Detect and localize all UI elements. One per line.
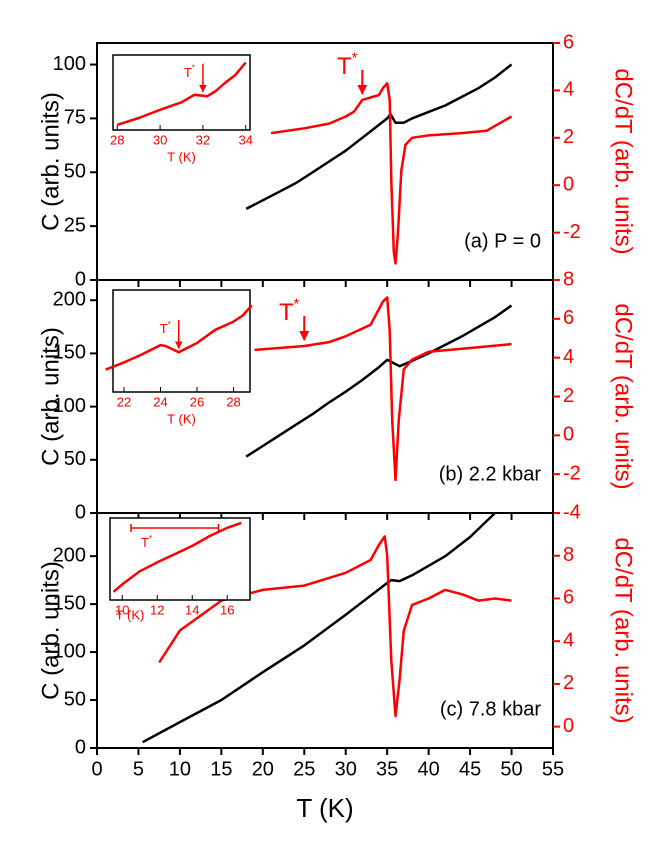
annotation-sup: *	[294, 296, 300, 312]
data-line	[245, 63, 513, 211]
y2-tick-label: 6	[563, 587, 574, 609]
y-tick-label: 0	[75, 736, 86, 758]
x-axis-label: T (K)	[296, 793, 353, 823]
y-tick-label: 150	[53, 592, 86, 614]
y-tick-label: 200	[53, 544, 86, 566]
x-tick-label: 5	[133, 758, 144, 780]
y-axis-label: C (arb. units)	[37, 327, 64, 466]
panel-label: (b) 2.2 kbar	[439, 463, 542, 485]
inset-x-tick-label: 16	[220, 602, 234, 617]
annotation-sup: *	[192, 64, 195, 73]
y2-tick-label: 2	[563, 385, 574, 407]
inset-x-tick-label: 30	[153, 132, 167, 147]
inset-x-tick-label: 34	[238, 132, 252, 147]
annotation-label: T*	[160, 320, 171, 337]
y-tick-label: 75	[64, 107, 86, 129]
data-line	[116, 61, 247, 126]
inset-x-label: T (K)	[167, 411, 196, 426]
x-tick-label: 55	[542, 758, 564, 780]
y-tick-label: 50	[64, 448, 86, 470]
panel-label: (c) 7.8 kbar	[440, 698, 541, 720]
x-tick-label: 0	[91, 758, 102, 780]
y2-tick-label: 4	[563, 629, 574, 651]
x-tick-label: 15	[210, 758, 232, 780]
data-line	[112, 521, 242, 593]
inset-x-tick-label: 10	[115, 602, 129, 617]
annotation-label: T*	[184, 64, 195, 81]
y2-tick-label: 0	[563, 715, 574, 737]
annotation-label: T*	[141, 534, 152, 551]
y2-tick-label: 8	[563, 268, 574, 290]
annotation-label: T*	[279, 296, 300, 326]
inset-x-tick-label: 26	[190, 394, 204, 409]
annotation-text: T	[337, 53, 352, 80]
y2-tick-label: -2	[563, 462, 581, 484]
data-line	[254, 296, 512, 482]
x-tick-label: 50	[500, 758, 522, 780]
x-tick-label: 40	[418, 758, 440, 780]
annotation-sup: *	[168, 320, 171, 329]
x-tick-label: 35	[376, 758, 398, 780]
inset-x-tick-label: 14	[185, 602, 199, 617]
inset-frame	[112, 289, 251, 393]
inset-x-label: T (K)	[116, 607, 145, 622]
plot-frame	[96, 512, 554, 749]
y2-tick-label: 4	[563, 79, 574, 101]
inset-x-label: T (K)	[167, 149, 196, 164]
inset-x-tick-label: 28	[226, 394, 240, 409]
annotation-text: T	[160, 322, 168, 337]
y-tick-label: 25	[64, 214, 86, 236]
annotation-label: T*	[337, 50, 358, 80]
panel-label: (a) P = 0	[464, 230, 541, 252]
y2-tick-label: 0	[563, 173, 574, 195]
inset-x-tick-label: 28	[110, 132, 124, 147]
data-line	[158, 535, 512, 718]
inset-frame	[109, 517, 251, 601]
inset-frame	[112, 54, 251, 131]
y2-axis-label: dC/dT (arb. units)	[610, 537, 637, 723]
y-tick-label: 200	[53, 288, 86, 310]
data-line	[105, 304, 253, 371]
y2-axis-label: dC/dT (arb. units)	[610, 68, 637, 254]
x-tick-label: 20	[252, 758, 274, 780]
annotation-sup: *	[352, 50, 358, 66]
y-tick-label: 50	[64, 688, 86, 710]
x-tick-label: 10	[169, 758, 191, 780]
y-tick-label: 100	[53, 395, 86, 417]
y-tick-label: 100	[53, 53, 86, 75]
inset-x-tick-label: 32	[196, 132, 210, 147]
annotation-text: T	[184, 65, 192, 80]
y2-axis-label: dC/dT (arb. units)	[610, 303, 637, 489]
y-axis-label: C (arb. units)	[37, 92, 64, 231]
y-tick-label: 100	[53, 640, 86, 662]
x-tick-label: 45	[459, 758, 481, 780]
y2-tick-label: 2	[563, 126, 574, 148]
inset-x-tick-label: 22	[117, 394, 131, 409]
data-line	[245, 304, 513, 458]
y2-tick-label: 2	[563, 672, 574, 694]
x-tick-label: 25	[293, 758, 315, 780]
y2-tick-label: 0	[563, 424, 574, 446]
y-tick-label: 50	[64, 161, 86, 183]
y2-tick-label: -4	[563, 501, 581, 523]
annotation-sup: *	[149, 534, 152, 543]
inset-x-tick-label: 12	[150, 602, 164, 617]
y2-tick-label: 6	[563, 307, 574, 329]
inset-x-tick-label: 24	[153, 394, 167, 409]
y2-tick-label: 8	[563, 544, 574, 566]
y2-tick-label: -2	[563, 221, 581, 243]
annotation-text: T	[279, 299, 294, 326]
annotation-text: T	[141, 535, 149, 550]
y-tick-label: 150	[53, 342, 86, 364]
x-tick-label: 30	[335, 758, 357, 780]
y2-tick-label: 4	[563, 346, 574, 368]
y-axis-label: C (arb. units)	[37, 561, 64, 700]
data-line	[270, 82, 513, 265]
y-tick-label: 0	[75, 268, 86, 290]
y-tick-label: 0	[75, 501, 86, 523]
y2-tick-label: 6	[563, 31, 574, 53]
